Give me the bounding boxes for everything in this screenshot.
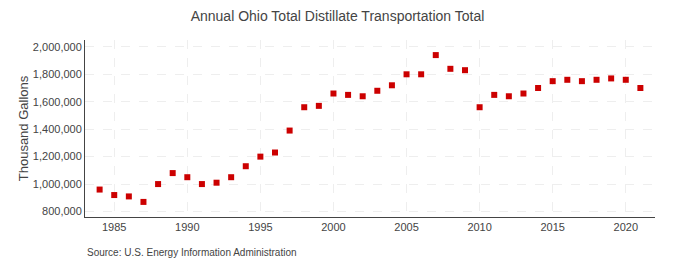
svg-text:1,000,000: 1,000,000: [33, 178, 82, 190]
svg-text:2015: 2015: [540, 221, 564, 233]
svg-text:1,800,000: 1,800,000: [33, 68, 82, 80]
svg-text:2000: 2000: [321, 221, 345, 233]
svg-text:Annual Ohio Total Distillate T: Annual Ohio Total Distillate Transportat…: [191, 8, 485, 24]
svg-text:1990: 1990: [175, 221, 199, 233]
svg-text:2010: 2010: [467, 221, 491, 233]
svg-text:1995: 1995: [248, 221, 272, 233]
svg-text:800,000: 800,000: [42, 205, 82, 217]
svg-text:1,600,000: 1,600,000: [33, 96, 82, 108]
svg-text:2005: 2005: [394, 221, 418, 233]
svg-text:1,200,000: 1,200,000: [33, 150, 82, 162]
svg-text:1985: 1985: [102, 221, 126, 233]
svg-text:2,000,000: 2,000,000: [33, 41, 82, 53]
svg-text:1,400,000: 1,400,000: [33, 123, 82, 135]
svg-text:Thousand Gallons: Thousand Gallons: [16, 75, 31, 181]
svg-text:Source: U.S. Energy Informatio: Source: U.S. Energy Information Administ…: [87, 247, 297, 258]
svg-text:2020: 2020: [614, 221, 638, 233]
